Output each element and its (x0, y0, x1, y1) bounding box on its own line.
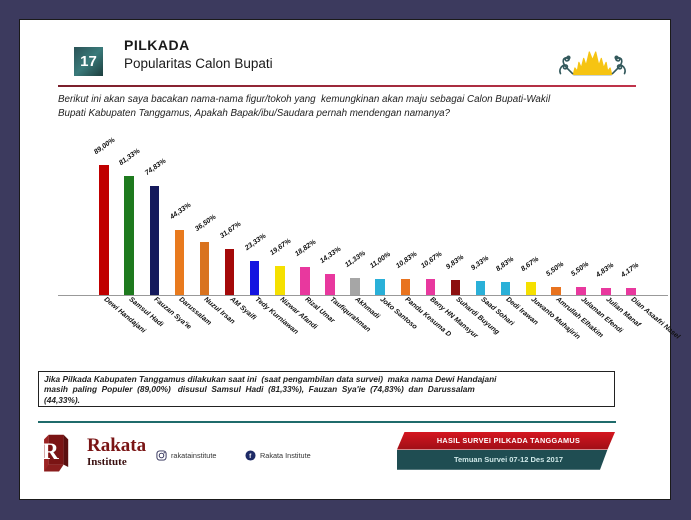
svg-text:R: R (42, 439, 59, 464)
